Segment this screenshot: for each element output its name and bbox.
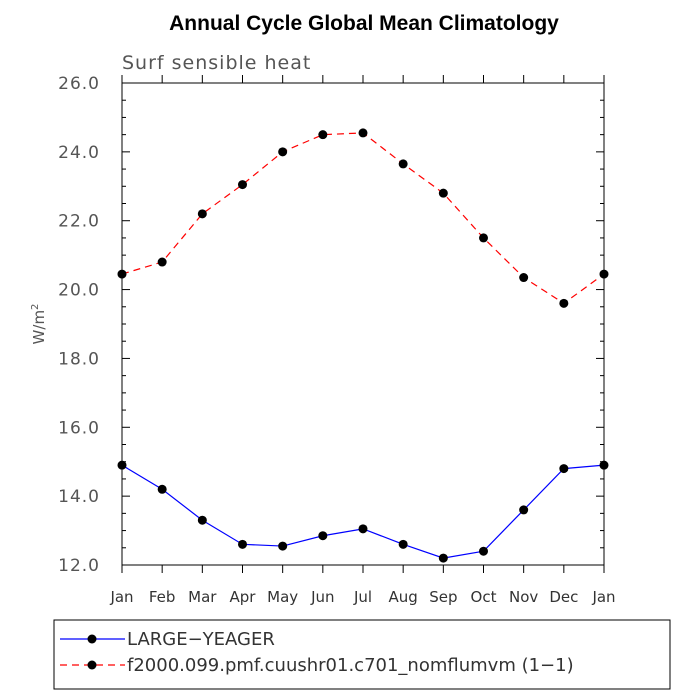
plot-frame [121, 82, 605, 566]
chart-subtitle: Surf sensible heat [122, 52, 311, 74]
series-group [117, 128, 609, 563]
data-point [238, 539, 247, 549]
x-axis: Jan Feb Mar Apr May Jun Jul Aug Sep Oct Nov Dec Jan [109, 75, 616, 606]
y-axis-label-superscript: 2 [30, 304, 41, 310]
data-point [479, 546, 488, 556]
legend-marker-0 [87, 634, 97, 644]
data-point [197, 515, 207, 525]
data-point [519, 273, 529, 283]
legend-marker-1 [87, 660, 97, 670]
data-point [559, 464, 569, 474]
x-tick-label: Jun [310, 588, 334, 606]
legend-label-0: LARGE−YEAGER [127, 629, 275, 650]
chart-title: Annual Cycle Global Mean Climatology [169, 12, 559, 35]
data-point [117, 460, 127, 470]
data-point [358, 524, 368, 534]
y-tick-label: 12.0 [58, 556, 100, 576]
y-axis-label: W/m2 [30, 304, 48, 345]
y-tick-label: 14.0 [58, 487, 100, 507]
y-tick-label: 26.0 [58, 74, 100, 94]
x-tick-label: Feb [149, 588, 176, 606]
x-tick-label: Jan [591, 588, 615, 606]
data-point [398, 539, 408, 549]
data-point [559, 298, 569, 308]
data-point [519, 505, 529, 515]
series-line-0 [121, 464, 605, 559]
data-point [479, 233, 488, 243]
data-point [157, 257, 167, 267]
data-point [278, 541, 288, 551]
x-tick-label: May [267, 588, 298, 606]
data-point [358, 128, 368, 138]
y-tick-label: 22.0 [58, 212, 100, 232]
data-point [157, 484, 167, 494]
data-point [238, 180, 247, 190]
y-axis-label-unit: W/m [30, 310, 48, 345]
series-line-1 [121, 132, 605, 305]
legend-label-1: f2000.099.pmf.cuushr01.c701_nomflumvm (1… [127, 655, 574, 676]
x-tick-label: Nov [509, 588, 538, 606]
y-tick-label: 16.0 [58, 418, 100, 438]
x-tick-label: Apr [230, 588, 257, 606]
legend-box [53, 619, 671, 690]
x-tick-label: Sep [429, 588, 457, 606]
y-axis: 12.0 14.0 16.0 18.0 20.0 22.0 24.0 26.0 [58, 74, 604, 576]
data-point [599, 269, 609, 279]
data-point [318, 531, 328, 541]
x-tick-label: Aug [389, 588, 418, 606]
legend: LARGE−YEAGER f2000.099.pmf.cuushr01.c701_… [60, 629, 574, 676]
x-tick-label: Jul [353, 588, 372, 606]
y-tick-label: 18.0 [58, 349, 100, 369]
x-tick-label: Mar [188, 588, 217, 606]
x-tick-label: Dec [549, 588, 578, 606]
data-point [117, 269, 127, 279]
x-tick-label: Jan [109, 588, 133, 606]
data-point [599, 460, 609, 470]
y-tick-label: 20.0 [58, 281, 100, 301]
data-point [398, 159, 408, 169]
data-point [278, 147, 288, 157]
data-point [438, 188, 448, 198]
y-tick-label: 24.0 [58, 143, 100, 163]
data-point [318, 130, 328, 140]
data-point [197, 209, 207, 219]
x-tick-label: Oct [471, 588, 497, 606]
data-point [438, 553, 448, 563]
